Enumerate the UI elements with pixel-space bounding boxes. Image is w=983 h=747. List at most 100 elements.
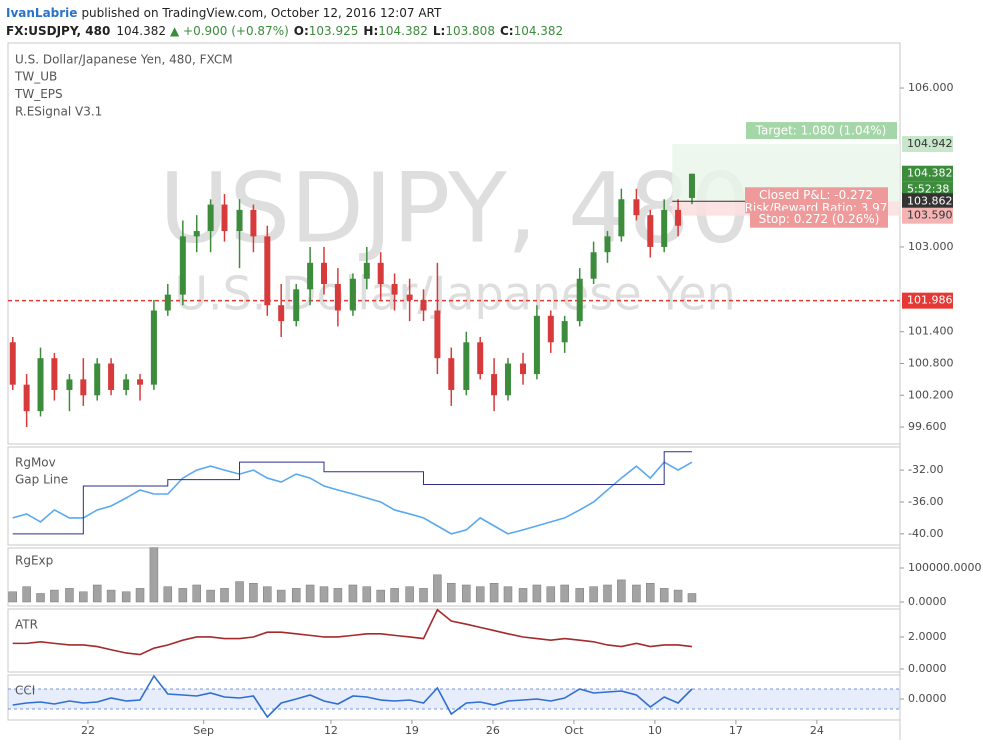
volume-bar — [632, 584, 641, 603]
stop-box — [750, 210, 888, 228]
indicator-line — [12, 461, 693, 535]
volume-bar — [603, 584, 612, 603]
candle-body — [463, 342, 470, 390]
candle-body — [547, 315, 554, 343]
candle-body — [236, 209, 243, 232]
candle-body — [520, 363, 527, 375]
volume-bar — [50, 589, 59, 603]
candle-body — [179, 236, 186, 295]
volume-bar — [546, 586, 556, 603]
published: published on TradingView.com, October 12… — [81, 6, 442, 20]
candle-body — [80, 379, 87, 396]
candle-body — [406, 294, 413, 300]
candle-body — [391, 284, 398, 295]
y-tick-label: 100.200 — [908, 388, 954, 401]
candle-body — [377, 262, 384, 285]
legend-label: CCI — [15, 684, 35, 698]
indicator-line — [12, 451, 692, 535]
y-tick-label: 101.400 — [908, 325, 954, 338]
volume-bar — [447, 583, 456, 603]
candle-body — [633, 199, 640, 216]
y-tick-label: 0.0000 — [908, 595, 947, 608]
candle-body — [661, 209, 668, 247]
y-tick-label: 100000.0000 — [908, 561, 981, 574]
volume-bar — [65, 588, 74, 603]
volume-bar — [305, 584, 315, 603]
watermark-name: U.S. Dollar/Japanese Yen — [174, 267, 735, 321]
countdown: 5:52:38 — [907, 183, 949, 196]
candle-body — [137, 379, 144, 385]
candle-body — [193, 231, 200, 237]
volume-bar — [575, 588, 584, 603]
y-tick-label: -32.00 — [908, 463, 943, 476]
candle-body — [207, 204, 214, 232]
candle-body — [647, 215, 654, 247]
volume-bar — [79, 591, 88, 603]
ohlc-value: 104.382 — [514, 24, 564, 38]
y-tick-label: -36.00 — [908, 495, 943, 508]
volume-bar — [192, 584, 201, 603]
volume-bar — [319, 586, 329, 603]
volume-bar — [433, 574, 442, 603]
watermark-symbol: USDJPY, 480 — [159, 152, 751, 264]
pnl-box — [745, 187, 888, 214]
candle-body — [349, 278, 356, 311]
header-line-2: FX:USDJPY, 480 104.382 ▲ +0.900 (+0.87%) O:… — [6, 24, 563, 38]
candle-body — [477, 342, 484, 375]
candle-body — [363, 262, 370, 279]
candle-body — [264, 236, 271, 306]
cci-band — [8, 689, 900, 709]
volume-bar — [659, 588, 669, 603]
legend-label: Gap Line — [15, 473, 68, 487]
volume-bar — [405, 586, 414, 603]
candle-body — [688, 173, 695, 198]
price-tag — [902, 292, 953, 309]
indicator-name: TW_UB — [14, 70, 57, 84]
y-tick-label: 100.800 — [908, 356, 954, 369]
pnl-text: Closed P&L: -0.272 — [759, 188, 873, 202]
volume-bar — [36, 593, 45, 603]
volume-bar — [560, 584, 569, 603]
volume-bar — [376, 589, 385, 603]
x-tick-label: Oct — [564, 724, 584, 737]
volume-bar — [503, 586, 513, 603]
ohlc-value: 104.382 — [378, 24, 428, 38]
volume-bar — [276, 589, 286, 603]
volume-bar — [333, 588, 343, 603]
volume-bar — [220, 588, 229, 603]
volume-bar — [673, 589, 683, 603]
candle-body — [66, 379, 73, 390]
volume-bar — [489, 583, 499, 603]
volume-bar — [687, 593, 697, 603]
price-tag — [902, 136, 953, 153]
price-tag — [902, 193, 953, 210]
candle-body — [37, 358, 44, 412]
candle-body — [23, 384, 30, 412]
symbol: FX:USDJPY, 480 — [6, 24, 110, 38]
price-tag-label: 104.382 — [907, 167, 953, 180]
price-tag-label: 104.942 — [907, 137, 953, 150]
legend-label: ATR — [15, 618, 38, 632]
volume-bar — [22, 586, 31, 603]
volume-bar — [475, 586, 485, 603]
y-tick-label: 103.000 — [908, 240, 954, 253]
price-tag-label: 103.862 — [907, 194, 953, 207]
candle-body — [321, 262, 328, 285]
volume-bar — [390, 588, 399, 603]
y-tick-label: 106.000 — [908, 81, 954, 94]
candle-body — [278, 305, 285, 322]
volume-bar — [92, 584, 102, 603]
last-price: 104.382 — [116, 24, 166, 38]
candle-body — [94, 363, 101, 396]
candle-body — [533, 315, 540, 375]
candle-body — [51, 358, 58, 390]
volume-bar — [8, 591, 17, 603]
candle-body — [307, 262, 314, 290]
volume-bar — [362, 586, 372, 603]
stop-text: Stop: 0.272 (0.26%) — [759, 212, 880, 226]
x-tick-label: 24 — [810, 724, 824, 737]
candle-body — [108, 363, 115, 390]
target-box — [746, 122, 897, 140]
